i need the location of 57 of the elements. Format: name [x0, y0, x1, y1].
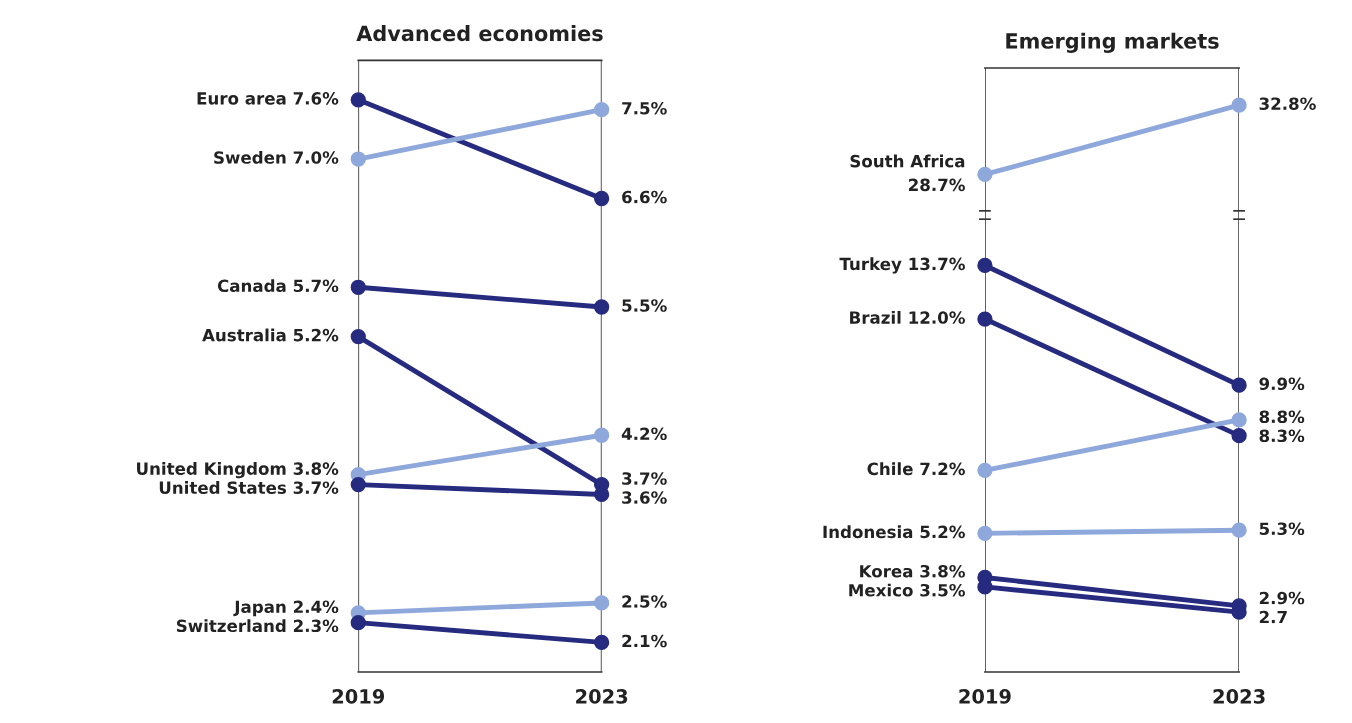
point: [350, 279, 366, 295]
data-label: 7.5%: [622, 101, 667, 115]
data-label: 32.8%: [1259, 97, 1316, 110]
point: [594, 299, 610, 315]
text: Turkey 13.7%: [839, 257, 965, 274]
text: Korea 3.8%: [860, 564, 965, 578]
point: [350, 476, 366, 493]
data-label: 9.9%: [1259, 377, 1305, 391]
text: Brazil 12.0%: [850, 310, 965, 324]
point: [594, 427, 610, 443]
point: [977, 311, 993, 327]
x-tick-label: 2019: [959, 689, 1011, 704]
chart-title: Emerging markets: [1006, 32, 1219, 54]
x-tick-label: 2019: [332, 689, 385, 704]
point: [1231, 377, 1247, 393]
data-label: 4.2%: [621, 427, 667, 441]
data-label: 5.5%: [622, 299, 667, 312]
text: Australia 5.2%: [202, 328, 339, 342]
point: [1231, 428, 1247, 444]
point: [1231, 522, 1247, 538]
text: Switzerland 2.3%: [176, 619, 339, 633]
data-label: 2.5%: [622, 595, 667, 608]
point: [977, 525, 993, 541]
text: Japan 2.4%: [233, 600, 339, 617]
data-label: 2.1%: [622, 634, 667, 648]
data-label: 2.7: [1259, 610, 1287, 624]
data-label: 8.3%: [1259, 429, 1305, 443]
data-label: 2.9%: [1259, 591, 1305, 605]
data-label: 3.7%: [622, 472, 667, 485]
data-label: 28.7%: [908, 178, 965, 192]
point: [594, 102, 610, 118]
data-label: 8.8%: [1259, 410, 1305, 424]
series-label: South Africa: [850, 154, 965, 168]
point: [350, 151, 366, 167]
point: [350, 92, 366, 108]
text: Mexico 3.5%: [849, 583, 965, 597]
point: [977, 462, 993, 478]
text: Canada 5.7%: [217, 279, 339, 293]
x-tick-label: 2023: [576, 689, 628, 704]
point: [594, 634, 610, 651]
point: [350, 615, 366, 631]
data-label: 5.3%: [1259, 522, 1305, 536]
text: Indonesia 5.2%: [823, 525, 965, 539]
point: [1231, 412, 1247, 428]
data-label: 3.6%: [622, 491, 667, 504]
chart-title: Advanced economies: [356, 25, 603, 42]
point: [594, 190, 610, 207]
point: [977, 257, 993, 274]
x-tick-label: 2023: [1213, 689, 1265, 704]
text: Sweden 7.0%: [214, 150, 339, 164]
data-label: 6.6%: [622, 190, 667, 204]
text: Chile 7.2%: [867, 462, 965, 476]
point: [350, 328, 366, 345]
text: United Kingdom 3.8%: [137, 462, 339, 479]
text: Euro area 7.6%: [197, 92, 339, 105]
point: [594, 595, 610, 611]
text: United States 3.7%: [159, 481, 339, 494]
